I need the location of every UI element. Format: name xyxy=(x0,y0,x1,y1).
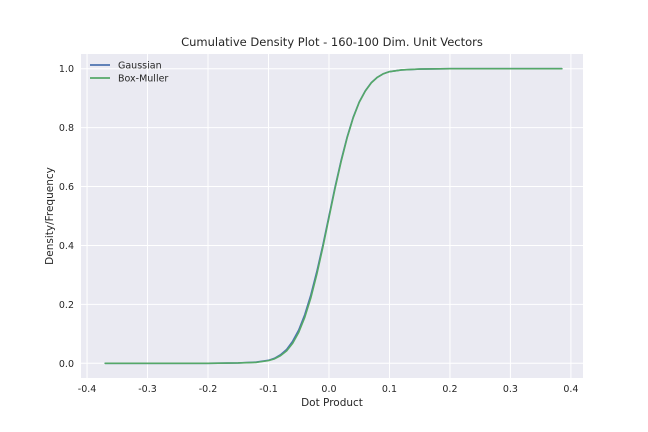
x-tick-label: 0.3 xyxy=(503,384,518,395)
series-line-box-muller xyxy=(104,67,563,365)
y-tick-label: 0.2 xyxy=(59,300,74,311)
x-tick-label: -0.2 xyxy=(199,384,218,395)
x-tick-label: 0.4 xyxy=(563,384,578,395)
plot-area xyxy=(81,54,583,378)
legend: Gaussian Box-Muller xyxy=(90,61,168,85)
x-axis-ticks: -0.4 -0.3 -0.2 -0.1 0.0 0.1 0.2 0.3 0.4 xyxy=(78,384,579,395)
x-tick-label: -0.3 xyxy=(138,384,157,395)
x-tick-label: 0.0 xyxy=(321,384,336,395)
chart-title: Cumulative Density Plot - 160-100 Dim. U… xyxy=(181,35,483,49)
y-axis-ticks: 0.0 0.2 0.4 0.6 0.8 1.0 xyxy=(59,64,74,370)
x-tick-label: -0.1 xyxy=(259,384,278,395)
x-axis-label: Dot Product xyxy=(301,397,363,409)
y-axis-label: Density/Frequency xyxy=(44,167,56,265)
y-tick-label: 0.6 xyxy=(59,182,74,193)
y-tick-label: 0.4 xyxy=(59,241,74,252)
x-tick-label: -0.4 xyxy=(78,384,97,395)
legend-label: Gaussian xyxy=(118,61,162,72)
x-tick-label: 0.2 xyxy=(442,384,457,395)
x-tick-label: 0.1 xyxy=(382,384,397,395)
y-tick-label: 0.0 xyxy=(59,359,74,370)
y-tick-label: 0.8 xyxy=(59,123,74,134)
legend-label: Box-Muller xyxy=(118,74,168,85)
y-tick-label: 1.0 xyxy=(59,64,74,75)
grid-lines xyxy=(81,54,583,378)
series-layer xyxy=(104,67,563,365)
